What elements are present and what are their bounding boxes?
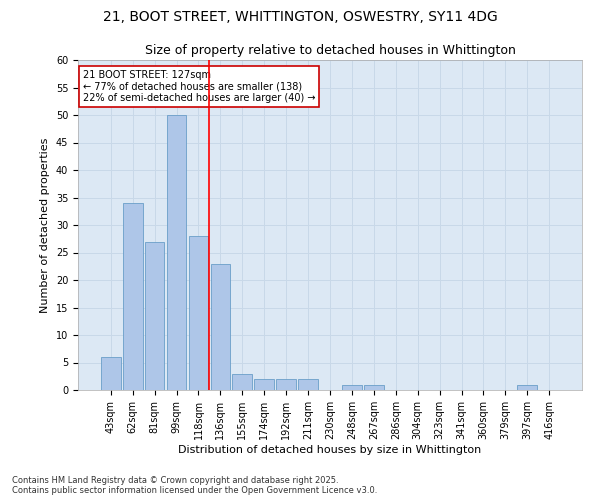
Text: Contains HM Land Registry data © Crown copyright and database right 2025.
Contai: Contains HM Land Registry data © Crown c… xyxy=(12,476,377,495)
Bar xyxy=(298,379,318,390)
Text: 21, BOOT STREET, WHITTINGTON, OSWESTRY, SY11 4DG: 21, BOOT STREET, WHITTINGTON, OSWESTRY, … xyxy=(103,10,497,24)
Bar xyxy=(364,384,384,390)
Bar xyxy=(123,203,143,390)
Bar xyxy=(232,374,252,390)
Bar xyxy=(254,379,274,390)
Bar xyxy=(188,236,208,390)
Bar xyxy=(167,115,187,390)
Y-axis label: Number of detached properties: Number of detached properties xyxy=(40,138,50,312)
Bar xyxy=(342,384,362,390)
X-axis label: Distribution of detached houses by size in Whittington: Distribution of detached houses by size … xyxy=(178,444,482,454)
Bar xyxy=(276,379,296,390)
Bar xyxy=(145,242,164,390)
Title: Size of property relative to detached houses in Whittington: Size of property relative to detached ho… xyxy=(145,44,515,58)
Bar xyxy=(517,384,537,390)
Bar xyxy=(101,357,121,390)
Bar xyxy=(211,264,230,390)
Text: 21 BOOT STREET: 127sqm
← 77% of detached houses are smaller (138)
22% of semi-de: 21 BOOT STREET: 127sqm ← 77% of detached… xyxy=(83,70,316,103)
